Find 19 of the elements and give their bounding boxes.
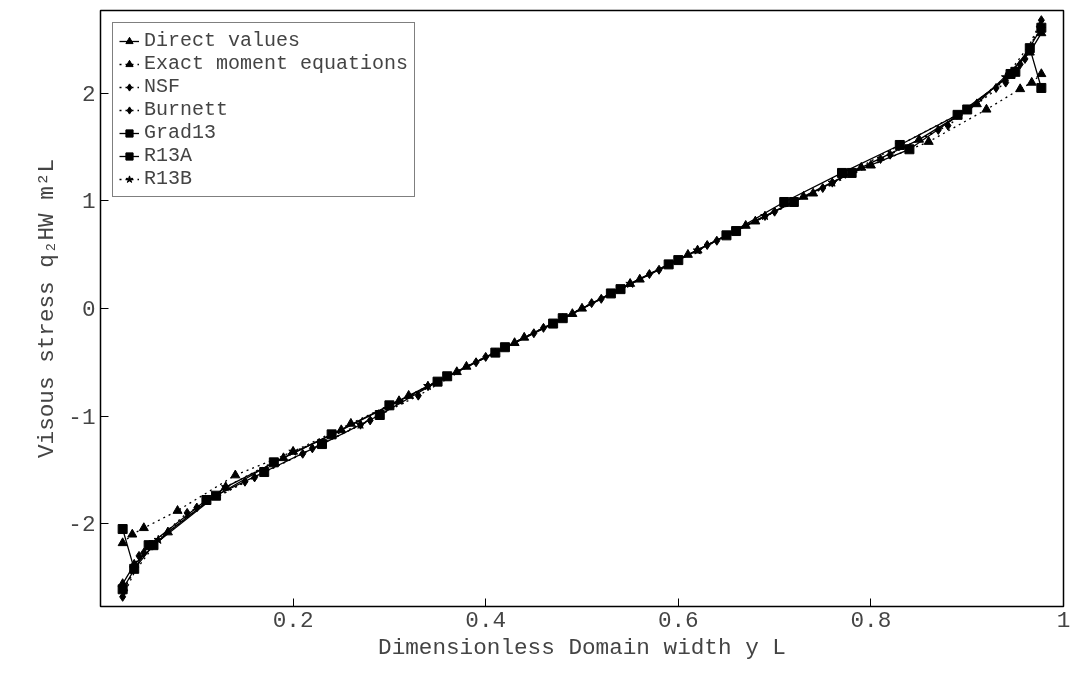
y-tick-label: 0 xyxy=(81,297,96,323)
x-tick-label: 0.6 xyxy=(657,607,699,634)
x-tick-label: 1 xyxy=(1056,607,1071,634)
x-tick-label: 0.4 xyxy=(465,607,507,634)
x-tick-label: 0.2 xyxy=(272,607,314,634)
y-tick-label: 2 xyxy=(81,81,96,108)
legend-label: Burnett xyxy=(144,98,229,121)
legend-label: R13A xyxy=(144,144,193,167)
legend-label: NSF xyxy=(144,75,181,98)
legend-label: R13B xyxy=(144,167,193,190)
legend-label: Grad13 xyxy=(144,121,217,144)
x-tick-label: 0.8 xyxy=(850,607,892,634)
y-axis-title: Visous stress q₂HW m²L xyxy=(34,158,61,459)
x-axis-title: Dimensionless Domain width y L xyxy=(378,634,786,661)
y-tick-label: -1 xyxy=(68,404,96,431)
legend-label: Exact moment equations xyxy=(144,52,409,75)
legend-label: Direct values xyxy=(144,29,301,52)
y-tick-label: 1 xyxy=(81,189,96,216)
y-tick-label: -2 xyxy=(68,512,96,539)
